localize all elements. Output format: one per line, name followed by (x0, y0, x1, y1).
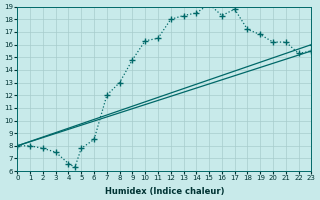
X-axis label: Humidex (Indice chaleur): Humidex (Indice chaleur) (105, 187, 224, 196)
